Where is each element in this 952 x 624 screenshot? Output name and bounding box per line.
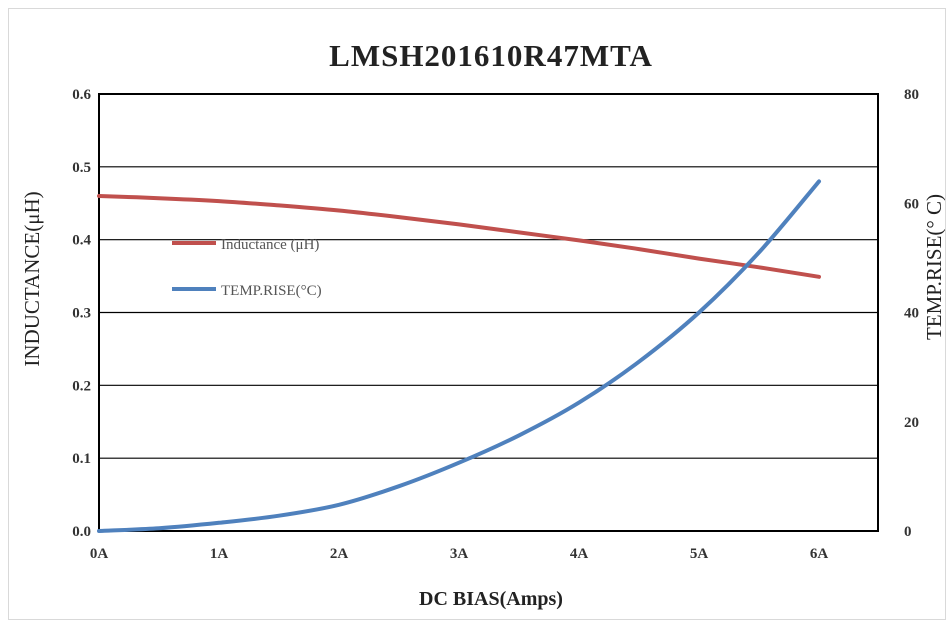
y-left-tick-label: 0.6 [72,87,91,103]
x-tick-label: 3A [450,546,469,562]
x-tick-label: 2A [330,546,349,562]
legend-label-temp-rise: TEMP.RISE(°C) [221,283,322,299]
series-line-temp-rise [97,179,821,533]
x-axis-title: DC BIAS(Amps) [419,588,563,610]
gridlines [99,166,878,459]
y-left-tick-label: 0.0 [72,524,91,540]
y-right-tick-label: 60 [904,196,919,212]
y-right-tick-label: 0 [904,524,912,540]
chart-svg: LMSH201610R47MTA 0.0 0.1 0.2 0.3 0.4 0.5 0.6 0 2… [20,38,946,610]
y-right-tick-label: 20 [904,415,919,431]
y-left-tick-label: 0.3 [72,306,91,322]
x-tick-label: 4A [570,546,589,562]
chart-title: LMSH201610R47MTA [329,38,653,73]
y-axis-left-title: INDUCTANCE(μH) [20,191,44,366]
x-tick-label: 5A [690,546,709,562]
series-line-inductance [97,194,821,279]
y-left-tick-label: 0.4 [72,233,91,249]
tick-labels: 0.0 0.1 0.2 0.3 0.4 0.5 0.6 0 20 40 60 80 0A 1A 2A 3A 4A… [72,87,919,562]
y-left-tick-label: 0.1 [72,451,91,467]
plot-area-border [98,93,879,532]
x-tick-label: 0A [90,546,109,562]
legend-label-inductance: Inductance (μH) [221,237,319,253]
y-left-tick-label: 0.2 [72,378,91,394]
y-left-tick-label: 0.5 [72,160,91,176]
x-tick-label: 1A [210,546,229,562]
x-tick-label: 6A [810,546,829,562]
legend: Inductance (μH) TEMP.RISE(°C) [172,237,322,299]
y-right-tick-label: 80 [904,87,919,103]
series-lines [97,179,821,533]
chart-frame: LMSH201610R47MTA 0.0 0.1 0.2 0.3 0.4 0.5 0.6 0 2… [8,8,946,620]
y-axis-right-title: TEMP.RISE(° C) [922,194,945,340]
y-right-tick-label: 40 [904,306,919,322]
